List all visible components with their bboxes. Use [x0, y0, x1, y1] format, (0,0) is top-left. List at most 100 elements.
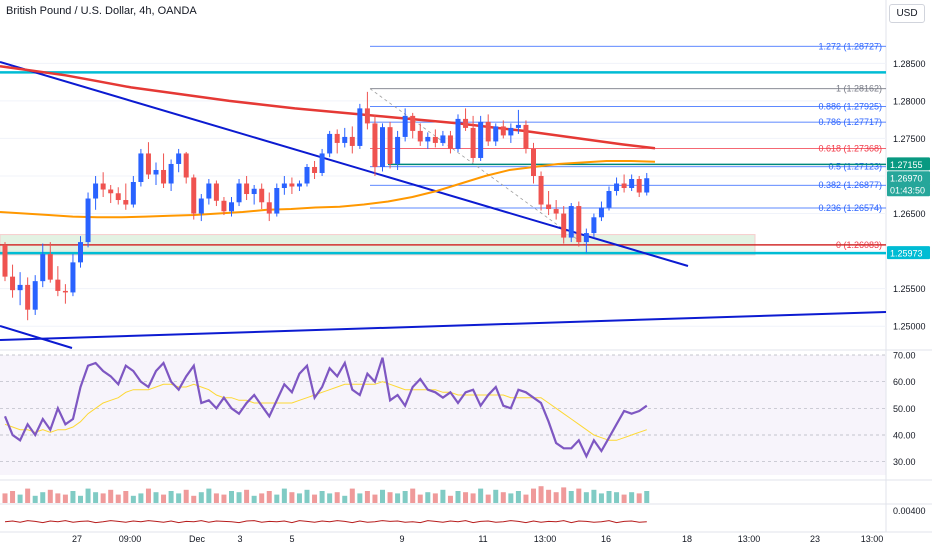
- price-tick-label: 1.25000: [893, 322, 926, 332]
- candle-body: [440, 135, 446, 143]
- price-badge-label: 1.26970: [890, 174, 923, 184]
- ema-line: [0, 160, 656, 219]
- rsi-tick-label: 40.00: [893, 431, 916, 441]
- currency-button[interactable]: USD: [889, 4, 925, 23]
- fib-label: 0.786 (1.27717): [818, 117, 882, 127]
- fib-label: 0.618 (1.27368): [818, 143, 882, 153]
- candle-body: [591, 217, 597, 234]
- volume-bar: [130, 495, 136, 503]
- candle-body: [55, 279, 61, 291]
- candle-body: [636, 178, 642, 193]
- volume-bar: [493, 489, 499, 503]
- candle-body: [32, 281, 38, 310]
- volume-bar: [417, 494, 423, 503]
- candle-body: [644, 178, 650, 193]
- fib-label: 1 (1.28162): [836, 84, 882, 94]
- volume-bar: [636, 493, 642, 503]
- volume-bar: [380, 489, 385, 503]
- candle-body: [213, 183, 219, 201]
- time-axis-label: 3: [237, 534, 242, 544]
- price-tick-label: 1.26500: [893, 209, 926, 219]
- candle-body: [153, 169, 159, 175]
- candle-body: [629, 178, 635, 189]
- candle-body: [229, 202, 234, 212]
- oscillator-line: [4, 520, 647, 524]
- candle-body: [251, 188, 257, 195]
- fib-trend-line: [369, 88, 586, 246]
- fib-label: 0.886 (1.27925): [818, 102, 882, 112]
- volume-bar: [198, 492, 204, 503]
- candle-body: [108, 189, 114, 194]
- volume-bar: [395, 493, 401, 503]
- candle-body: [546, 204, 552, 210]
- volume-bar: [213, 493, 219, 503]
- candle-body: [191, 177, 197, 214]
- volume-bar: [244, 489, 250, 503]
- fib-label: 0.236 (1.26574): [818, 203, 882, 213]
- candle-body: [115, 193, 121, 201]
- candle-body: [244, 183, 250, 195]
- volume-bar: [614, 492, 620, 503]
- fib-label: 0.5 (1.27123): [828, 162, 882, 172]
- volume-bar: [621, 494, 627, 503]
- candle-body: [327, 133, 333, 154]
- candle-body: [606, 191, 612, 208]
- candle-body: [93, 183, 99, 199]
- candle-body: [531, 148, 536, 176]
- volume-bar: [183, 489, 189, 503]
- candle-body: [100, 183, 106, 190]
- volume-bar: [447, 495, 453, 503]
- candle-body: [78, 242, 83, 263]
- volume-bar: [115, 494, 121, 503]
- price-tick-label: 1.27500: [893, 134, 926, 144]
- time-axis-label: 23: [810, 534, 820, 544]
- volume-bar: [538, 486, 544, 503]
- volume-bar: [40, 492, 46, 503]
- volume-bar: [10, 491, 16, 503]
- candle-body: [402, 115, 408, 137]
- price-tick-label: 1.28500: [893, 59, 926, 69]
- volume-bar: [531, 488, 536, 503]
- volume-bar: [100, 493, 106, 503]
- volume-bar: [598, 493, 604, 503]
- price-badge: [887, 157, 930, 171]
- volume-bar: [327, 493, 333, 503]
- volume-bar: [425, 492, 431, 503]
- candle-body: [2, 245, 8, 277]
- candle-body: [364, 108, 370, 124]
- candle-body: [372, 123, 378, 167]
- candle-body: [485, 121, 491, 142]
- candle-body: [312, 166, 318, 173]
- candle-body: [561, 213, 567, 238]
- volume-bar: [304, 489, 310, 503]
- candle-body: [425, 136, 431, 142]
- volume-bar: [478, 488, 484, 503]
- price-tick-label: 1.25500: [893, 284, 926, 294]
- candle-body: [304, 166, 310, 184]
- volume-bar: [334, 492, 340, 503]
- volume-bar: [108, 489, 114, 503]
- volume-bar: [576, 488, 582, 503]
- volume-bar: [508, 493, 514, 503]
- fib-label: 1.272 (1.28727): [818, 41, 882, 51]
- candle-body: [319, 153, 325, 173]
- candle-body: [221, 200, 227, 212]
- volume-bar: [500, 492, 506, 503]
- candle-body: [145, 153, 151, 175]
- volume-bar: [342, 495, 348, 503]
- candle-body: [25, 284, 31, 310]
- fib-label: 0.382 (1.26877): [818, 180, 882, 190]
- candle-body: [432, 136, 438, 143]
- candle-body: [289, 183, 295, 187]
- chart-title: British Pound / U.S. Dollar, 4h, OANDA: [6, 5, 197, 17]
- candle-body: [417, 130, 423, 142]
- candle-body: [493, 126, 499, 142]
- time-axis-label: 5: [289, 534, 294, 544]
- candle-body: [236, 183, 242, 203]
- price-badge: [887, 246, 930, 260]
- volume-bar: [206, 488, 212, 503]
- volume-bar: [62, 494, 68, 503]
- candle-body: [62, 290, 68, 293]
- rsi-signal-line: [4, 381, 647, 441]
